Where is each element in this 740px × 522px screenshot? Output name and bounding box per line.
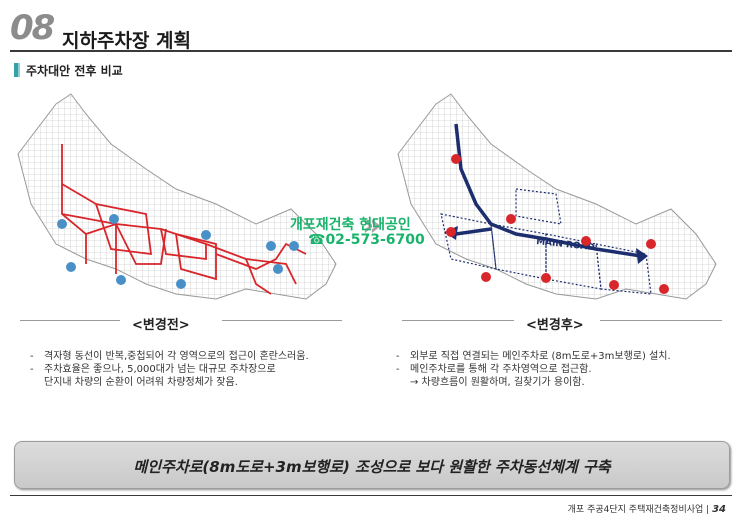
header-divider bbox=[10, 50, 732, 52]
footer-text: 개포 주공4단지 주택재건축정비사업 | bbox=[567, 505, 710, 515]
before-label-rule-right bbox=[222, 320, 342, 321]
before-note-2: 주차효율은 좋으나, 5,000대가 넘는 대규모 주차장으로 bbox=[44, 364, 276, 375]
after-note-3: → 차량흐름이 원활하며, 길찾기가 용이함. bbox=[410, 377, 585, 388]
after-label-rule-left bbox=[402, 320, 514, 321]
before-note-1: 격자형 동선이 반복,중첩되어 각 영역으로의 접근이 혼란스러움. bbox=[44, 351, 309, 362]
subheading-marker-light bbox=[18, 63, 20, 77]
summary-banner: 메인주차로(8m도로+3m보행로) 조성으로 보다 원활한 주차동선체계 구축 bbox=[14, 441, 730, 489]
site-outline bbox=[17, 93, 337, 300]
subheading-marker bbox=[14, 63, 18, 77]
footer-divider bbox=[10, 495, 732, 496]
after-plan-diagram: MAIN ROAD bbox=[397, 93, 717, 300]
after-label: <변경후> bbox=[526, 318, 584, 333]
watermark-name: 개포재건축 현대공인 bbox=[290, 217, 411, 233]
before-notes: - 격자형 동선이 반복,중첩되어 각 영역으로의 접근이 혼란스러움. - 주차효… bbox=[30, 351, 309, 388]
before-plan-diagram bbox=[17, 93, 337, 300]
watermark-phone: ☎02-573-6700 bbox=[308, 232, 425, 248]
before-note-3: 단지내 차량의 순환이 어려워 차량정체가 잦음. bbox=[44, 377, 238, 388]
page-number: 34 bbox=[712, 504, 726, 515]
transition-chevron-icon: » bbox=[362, 208, 382, 243]
footer: 개포 주공4단지 주택재건축정비사업 | 34 bbox=[568, 502, 726, 515]
section-number: 08 bbox=[10, 8, 55, 48]
before-label: <변경전> bbox=[132, 318, 190, 333]
before-label-rule-left bbox=[20, 320, 120, 321]
after-plan: MAIN ROAD bbox=[396, 84, 726, 334]
after-note-1: 외부로 직접 연결되는 메인주차로 (8m도로+3m보행로) 설치. bbox=[410, 351, 671, 362]
after-label-rule-right bbox=[600, 320, 722, 321]
main-road-route bbox=[454, 123, 642, 258]
page-title: 지하주차장 계획 bbox=[62, 30, 191, 52]
subheading-text: 주차대안 전후 비교 bbox=[26, 64, 123, 78]
before-plan bbox=[16, 84, 346, 334]
after-note-2: 메인주차로를 통해 각 주차영역으로 접근함. bbox=[410, 364, 592, 375]
main-road-arrow-head bbox=[636, 248, 648, 264]
site-outline bbox=[397, 93, 717, 300]
header: 08 지하주차장 계획 bbox=[0, 0, 740, 56]
summary-banner-text: 메인주차로(8m도로+3m보행로) 조성으로 보다 원활한 주차동선체계 구축 bbox=[133, 458, 611, 476]
after-notes: - 외부로 직접 연결되는 메인주차로 (8m도로+3m보행로) 설치. - 메인주… bbox=[396, 351, 671, 388]
entry-points bbox=[446, 154, 669, 294]
access-nodes bbox=[57, 214, 299, 289]
